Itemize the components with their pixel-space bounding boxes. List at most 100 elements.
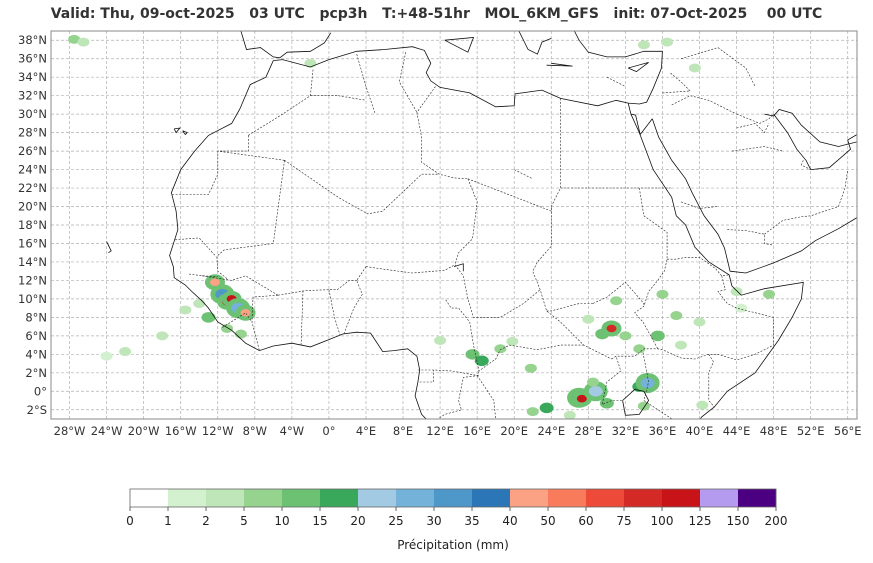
country-border (419, 370, 434, 383)
country-border (248, 67, 314, 136)
country-border (175, 237, 217, 257)
country-border (592, 281, 645, 307)
lat-tick-label: 32°N (18, 89, 47, 103)
lat-tick-label: 20°N (18, 200, 47, 214)
coastline (169, 60, 427, 419)
lon-tick-label: 20°W (128, 424, 160, 438)
colorbar-tick-label: 10 (274, 514, 289, 528)
lon-tick-label: 4°W (280, 424, 304, 438)
colorbar-tick-label: 75 (616, 514, 631, 528)
country-border (801, 160, 811, 170)
precip-cell (100, 351, 113, 361)
coastline (240, 31, 332, 59)
country-border (736, 113, 774, 124)
lat-tick-label: 14°N (18, 255, 47, 269)
lon-tick-label: 56°E (834, 424, 862, 438)
precip-cell (524, 363, 537, 373)
latitude-tick-labels: 38°N 36°N 34°N 32°N 30°N 28°N 26°N 24°N 22°N 20°N… (18, 33, 47, 417)
precip-cell (588, 386, 603, 397)
country-border (667, 257, 730, 277)
country-border (216, 160, 285, 279)
lon-tick-label: 36°E (649, 424, 677, 438)
lat-tick-label: 6°N (25, 329, 47, 343)
colorbar-swatch (700, 489, 739, 507)
lat-tick-label: 2°S (27, 403, 47, 417)
precip-cell (539, 402, 554, 414)
longitude-tick-labels: 28°W 24°W 20°W 16°W 12°W 8°W 4°W 0° 4°E 8°E 12°E 16… (54, 424, 862, 438)
colorbar-swatch (738, 489, 777, 507)
precip-cell (633, 344, 646, 354)
coastline (622, 388, 650, 416)
country-border (727, 229, 774, 246)
precip-cell (610, 296, 623, 306)
country-border (532, 98, 612, 360)
lat-tick-label: 2°N (25, 366, 47, 380)
colorbar-tick-label: 15 (312, 514, 327, 528)
colorbar-swatch (358, 489, 397, 507)
precip-cell (661, 37, 674, 47)
precip-cell (563, 410, 576, 419)
precip-cell (526, 407, 539, 417)
colorbar-tick-label: 30 (426, 514, 441, 528)
colorbar-tick-label: 5 (240, 514, 248, 528)
country-border (611, 348, 718, 360)
lat-tick-label: 8°N (25, 310, 47, 324)
colorbar-tick-label: 200 (765, 514, 788, 528)
country-border (731, 146, 783, 152)
precip-cell (586, 377, 599, 387)
country-border (356, 54, 376, 115)
colorbar-tick-label: 150 (727, 514, 750, 528)
lon-tick-label: 20°E (500, 424, 528, 438)
coastline (628, 62, 649, 73)
lat-tick-label: 12°N (18, 273, 47, 287)
country-border (284, 160, 440, 215)
country-border (328, 289, 341, 335)
precip-cell (650, 330, 665, 342)
precip-cell (240, 309, 251, 317)
country-border (680, 47, 756, 87)
precip-cell (179, 305, 192, 315)
coastline (630, 113, 653, 136)
lon-tick-label: 24°W (91, 424, 123, 438)
lon-tick-label: 12°W (202, 424, 234, 438)
precip-cell (670, 311, 683, 321)
country-border (437, 375, 479, 419)
precip-cell (693, 317, 706, 327)
graticule (51, 31, 857, 419)
country-border (467, 178, 552, 212)
precip-cell (595, 328, 610, 340)
precip-cell (582, 314, 595, 324)
coastline (627, 103, 804, 419)
lat-tick-label: 36°N (18, 52, 47, 66)
lon-tick-label: 28°W (54, 424, 86, 438)
precip-cell (434, 335, 447, 345)
country-border (736, 123, 770, 134)
lat-tick-label: 30°N (18, 107, 47, 121)
coastline (182, 130, 188, 136)
colorbar-tick-label: 25 (388, 514, 403, 528)
precip-cell (68, 34, 81, 44)
country-border (171, 135, 249, 195)
colorbar-swatch (624, 489, 663, 507)
precip-cell (576, 394, 587, 403)
lon-tick-label: 0° (322, 424, 335, 438)
country-border (476, 375, 496, 419)
colorbar-tick-label: 50 (540, 514, 555, 528)
country-border (546, 303, 593, 312)
lon-tick-label: 28°E (575, 424, 603, 438)
colorbar-swatch (130, 489, 169, 507)
colorbar-tick-label: 35 (464, 514, 479, 528)
precip-cell (494, 344, 507, 354)
coastlines-and-borders (106, 31, 857, 419)
lon-tick-label: 40°E (686, 424, 714, 438)
colorbar-tick-labels: 0 1 2 5 10 15 20 25 30 35 40 50 60 75 100 125 150 200 (126, 507, 787, 528)
lat-tick-label: 24°N (18, 163, 47, 177)
lon-tick-label: 44°E (723, 424, 751, 438)
precip-cell (221, 323, 234, 333)
lat-tick-label: 10°N (18, 292, 47, 306)
coastline (173, 127, 181, 134)
colorbar-tick-label: 125 (689, 514, 712, 528)
colorbar-swatch (282, 489, 321, 507)
lat-tick-label: 18°N (18, 218, 47, 232)
